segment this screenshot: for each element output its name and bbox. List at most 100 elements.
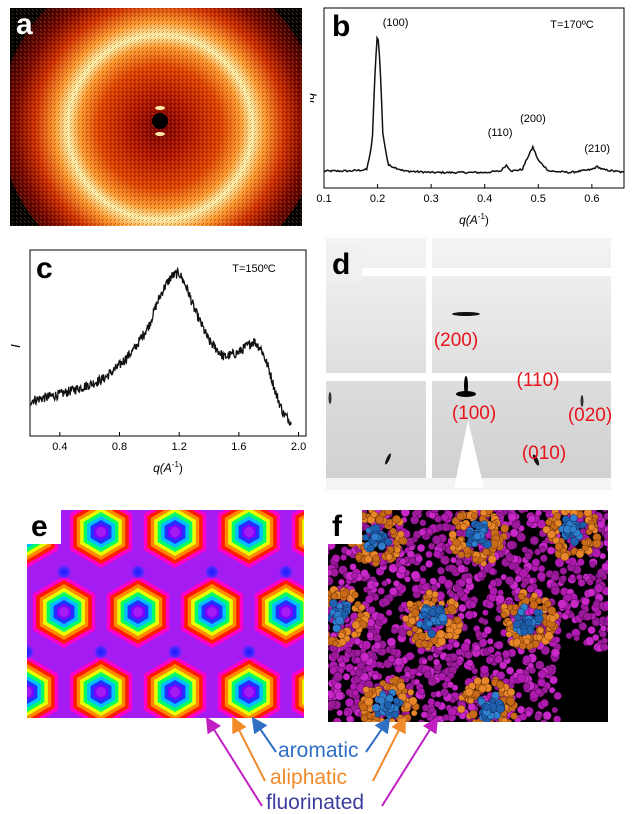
atom-fluorinated (437, 575, 447, 585)
atom-fluorinated (460, 642, 471, 652)
atom-fluorinated (539, 545, 547, 553)
atom-fluorinated (355, 668, 364, 677)
atom-fluorinated (458, 603, 467, 613)
atom-fluorinated (413, 678, 421, 686)
atom-fluorinated (509, 528, 519, 538)
chart-c-xtick-label: 2.0 (291, 441, 306, 453)
chart-c-xtick-label: 1.2 (172, 441, 187, 453)
atom-fluorinated (550, 572, 560, 582)
atom-aliphatic (351, 591, 359, 599)
atom-aliphatic (542, 525, 551, 534)
panel-letter-f: f (332, 510, 342, 543)
atom-fluorinated (477, 571, 485, 579)
atom-aliphatic (394, 546, 401, 554)
atom-fluorinated (494, 615, 502, 623)
atom-aliphatic (575, 549, 585, 559)
chart-c-xtick-label: 0.4 (52, 441, 67, 453)
atom-fluorinated (399, 558, 407, 565)
atom-aromatic (473, 532, 482, 541)
atom-fluorinated (564, 608, 572, 616)
atom-fluorinated (389, 648, 398, 656)
atom-fluorinated (360, 652, 370, 662)
atom-aliphatic (351, 620, 361, 630)
atom-aliphatic (531, 592, 538, 600)
atom-fluorinated (388, 563, 398, 573)
atom-fluorinated (429, 577, 438, 586)
atom-aliphatic (417, 632, 426, 641)
atom-aromatic (425, 620, 433, 628)
waxs-detector-image: (200) (110) (100) (020) (010) (326, 238, 612, 490)
atom-aromatic (471, 540, 478, 548)
atom-fluorinated (366, 631, 374, 639)
panel-f: f (328, 510, 608, 722)
atom-fluorinated (328, 623, 331, 632)
atom-fluorinated (419, 564, 427, 572)
atom-aliphatic (544, 600, 552, 608)
atom-fluorinated (520, 581, 527, 589)
atom-aliphatic (398, 536, 407, 545)
atom-fluorinated (465, 577, 473, 585)
chart-b-peak-label: (100) (383, 17, 409, 29)
atom-fluorinated (550, 585, 561, 596)
legend-fluorinated: fluorinated (266, 791, 365, 814)
atom-fluorinated (502, 649, 511, 659)
atom-aliphatic (372, 554, 380, 562)
void-region (563, 660, 608, 722)
atom-aromatic (520, 628, 529, 636)
atom-fluorinated (353, 637, 361, 645)
atom-fluorinated (522, 655, 532, 664)
atom-fluorinated (394, 664, 403, 673)
atom-fluorinated (507, 512, 517, 522)
atom-fluorinated (560, 575, 567, 582)
atom-fluorinated (602, 510, 608, 513)
atom-aliphatic (546, 530, 556, 539)
panel-e: e (27, 510, 304, 718)
atom-fluorinated (344, 698, 355, 708)
atom-fluorinated (508, 562, 517, 571)
atom-fluorinated (417, 687, 425, 695)
atom-aliphatic (364, 555, 373, 564)
atom-fluorinated (389, 587, 398, 596)
atom-fluorinated (353, 649, 362, 657)
atom-aromatic (384, 701, 392, 709)
atom-fluorinated (489, 579, 497, 587)
atom-aromatic (427, 629, 436, 639)
atom-aliphatic (592, 539, 602, 548)
atom-aliphatic (330, 592, 339, 601)
atom-fluorinated (479, 665, 489, 675)
panel-letter-b: b (332, 10, 351, 43)
chart-c-xtick-label: 1.6 (231, 441, 246, 453)
atom-aliphatic (386, 518, 394, 526)
atom-aromatic (329, 599, 338, 608)
atom-fluorinated (505, 553, 515, 563)
atom-fluorinated (400, 510, 410, 517)
atom-aromatic (377, 542, 386, 551)
atom-aliphatic (338, 638, 347, 647)
atom-fluorinated (517, 705, 526, 714)
atom-fluorinated (381, 597, 391, 607)
atom-fluorinated (535, 660, 545, 670)
panel-d: (200) (110) (100) (020) (010) d (326, 238, 612, 490)
atom-fluorinated (440, 513, 449, 522)
atom-aliphatic (351, 631, 359, 639)
atom-aromatic (438, 613, 448, 623)
atom-fluorinated (427, 542, 436, 550)
atom-fluorinated (464, 610, 474, 620)
atom-fluorinated (565, 632, 573, 640)
reflection-label-110: (110) (517, 370, 560, 391)
atom-aliphatic (505, 630, 513, 638)
atom-aliphatic (408, 616, 417, 625)
chart-b: T=170ºC Iq 0.1 0.2 0.3 0.4 0.5 0.6 (100) (110)… (303, 7, 625, 227)
atom-fluorinated (564, 593, 573, 602)
atom-aliphatic (328, 631, 330, 638)
atom-fluorinated (607, 577, 608, 583)
atom-fluorinated (331, 650, 340, 660)
atom-aliphatic (396, 681, 406, 691)
atom-fluorinated (334, 690, 345, 701)
atom-aromatic (495, 704, 505, 714)
hex-core (96, 687, 106, 697)
atom-aliphatic (457, 551, 465, 559)
chart-b-temperature: T=170ºC (550, 19, 594, 31)
atom-fluorinated (606, 545, 608, 553)
atom-fluorinated (601, 637, 608, 645)
